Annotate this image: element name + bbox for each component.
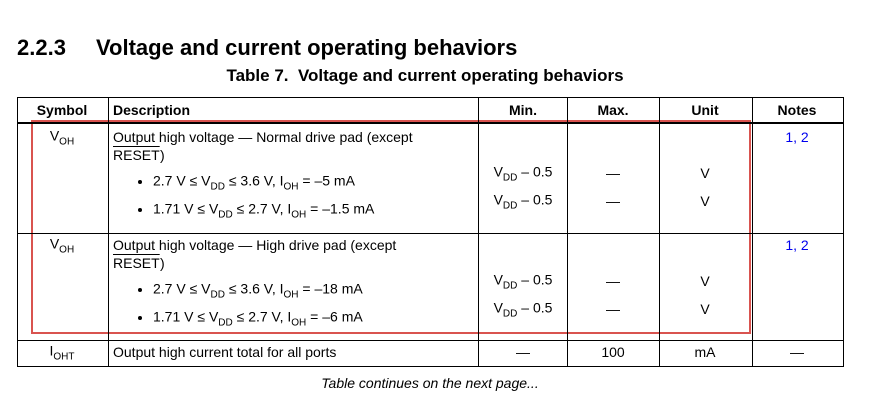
text-segment: 2.7 V ≤ V bbox=[153, 172, 211, 189]
text-segment: = –1.5 mA bbox=[306, 200, 375, 217]
condition: 2.7 V ≤ VDD ≤ 3.6 V, IOH = –5 mA bbox=[153, 172, 355, 193]
column-header: Max. bbox=[597, 102, 629, 118]
column-header: Description bbox=[113, 102, 191, 118]
text-segment: ≤ 3.6 V, I bbox=[224, 280, 284, 297]
notes: — bbox=[790, 344, 804, 360]
subscript: DD bbox=[502, 308, 518, 320]
unit: mA bbox=[694, 344, 716, 360]
column-header: Unit bbox=[691, 102, 719, 118]
bullet bbox=[138, 316, 142, 320]
text-segment: I bbox=[49, 342, 54, 359]
text-segment: ≤ 2.7 V, I bbox=[232, 200, 292, 217]
row-line bbox=[17, 366, 844, 367]
column-header: Symbol bbox=[36, 102, 88, 118]
text-segment: – 0.5 bbox=[517, 299, 553, 316]
symbol: IOHT bbox=[49, 342, 75, 363]
description: Output high current total for all ports bbox=[113, 344, 337, 360]
text-segment: ≤ 3.6 V, I bbox=[224, 172, 284, 189]
bullet bbox=[138, 208, 142, 212]
column-line bbox=[17, 97, 18, 366]
unit: V bbox=[700, 193, 710, 209]
condition: 1.71 V ≤ VDD ≤ 2.7 V, IOH = –6 mA bbox=[153, 308, 363, 329]
bullet bbox=[138, 288, 142, 292]
subscript: OH bbox=[283, 289, 299, 301]
min-value: VDD – 0.5 bbox=[493, 191, 553, 212]
bullet bbox=[138, 180, 142, 184]
max-value: — bbox=[606, 273, 620, 289]
text-segment: = –5 mA bbox=[298, 172, 355, 189]
max-value: 100 bbox=[601, 344, 625, 360]
column-line bbox=[659, 97, 660, 366]
description: ) bbox=[160, 255, 165, 271]
subscript: OH bbox=[283, 181, 299, 193]
symbol: VOH bbox=[49, 127, 75, 148]
column-header: Notes bbox=[777, 102, 817, 118]
description: ) bbox=[160, 147, 165, 163]
subscript: DD bbox=[210, 181, 225, 193]
subscript: DD bbox=[210, 289, 225, 301]
text-segment: V bbox=[49, 127, 60, 144]
signal-name: RESET bbox=[113, 147, 160, 163]
signal-name: RESET bbox=[113, 255, 160, 271]
text-segment: ≤ 2.7 V, I bbox=[232, 308, 292, 325]
section-number: 2.2.3 bbox=[17, 35, 66, 60]
min-value: VDD – 0.5 bbox=[493, 163, 553, 184]
table-footer: Table continues on the next page... bbox=[321, 375, 539, 391]
subscript: OHT bbox=[53, 351, 75, 363]
text-segment: = –18 mA bbox=[298, 280, 363, 297]
row-line bbox=[17, 233, 844, 234]
table-caption: Table 7. Voltage and current operating b… bbox=[226, 66, 624, 85]
min-value: VDD – 0.5 bbox=[493, 271, 553, 292]
subscript: DD bbox=[502, 172, 518, 184]
text-segment: V bbox=[49, 235, 60, 252]
section-title: Voltage and current operating behaviors bbox=[96, 35, 518, 60]
column-header: Min. bbox=[509, 102, 537, 118]
condition: 2.7 V ≤ VDD ≤ 3.6 V, IOH = –18 mA bbox=[153, 280, 363, 301]
text-segment: 1.71 V ≤ V bbox=[153, 200, 219, 217]
column-line bbox=[843, 97, 844, 366]
notes-link: 1, 2 bbox=[785, 129, 809, 145]
row-line bbox=[17, 340, 844, 341]
subscript: OH bbox=[59, 244, 75, 256]
column-line bbox=[567, 97, 568, 366]
unit: V bbox=[700, 165, 710, 181]
subscript: OH bbox=[291, 317, 307, 329]
text-segment: V bbox=[493, 271, 503, 288]
row-line bbox=[17, 97, 844, 98]
symbol: VOH bbox=[49, 235, 75, 256]
unit: V bbox=[700, 301, 710, 317]
max-value: — bbox=[606, 301, 620, 317]
subscript: OH bbox=[291, 209, 307, 221]
column-line bbox=[478, 97, 479, 366]
text-segment: – 0.5 bbox=[517, 271, 553, 288]
unit: V bbox=[700, 273, 710, 289]
description: Output high voltage — Normal drive pad (… bbox=[113, 129, 413, 145]
notes-link: 1, 2 bbox=[785, 237, 809, 253]
subscript: DD bbox=[502, 200, 518, 212]
subscript: DD bbox=[218, 209, 233, 221]
description: Output high voltage — High drive pad (ex… bbox=[113, 237, 397, 253]
min-value: VDD – 0.5 bbox=[493, 299, 553, 320]
text-segment: = –6 mA bbox=[306, 308, 363, 325]
column-line bbox=[108, 97, 109, 366]
subscript: OH bbox=[59, 136, 75, 148]
text-segment: – 0.5 bbox=[517, 191, 553, 208]
min-value: — bbox=[516, 344, 530, 360]
column-line bbox=[752, 97, 753, 366]
max-value: — bbox=[606, 165, 620, 181]
subscript: DD bbox=[218, 317, 233, 329]
text-segment: 1.71 V ≤ V bbox=[153, 308, 219, 325]
highlight-box bbox=[31, 120, 751, 334]
text-segment: 2.7 V ≤ V bbox=[153, 280, 211, 297]
condition: 1.71 V ≤ VDD ≤ 2.7 V, IOH = –1.5 mA bbox=[153, 200, 375, 221]
text-segment: V bbox=[493, 163, 503, 180]
subscript: DD bbox=[502, 280, 518, 292]
row-line bbox=[17, 122, 844, 124]
text-segment: – 0.5 bbox=[517, 163, 553, 180]
text-segment: V bbox=[493, 191, 503, 208]
max-value: — bbox=[606, 193, 620, 209]
text-segment: V bbox=[493, 299, 503, 316]
